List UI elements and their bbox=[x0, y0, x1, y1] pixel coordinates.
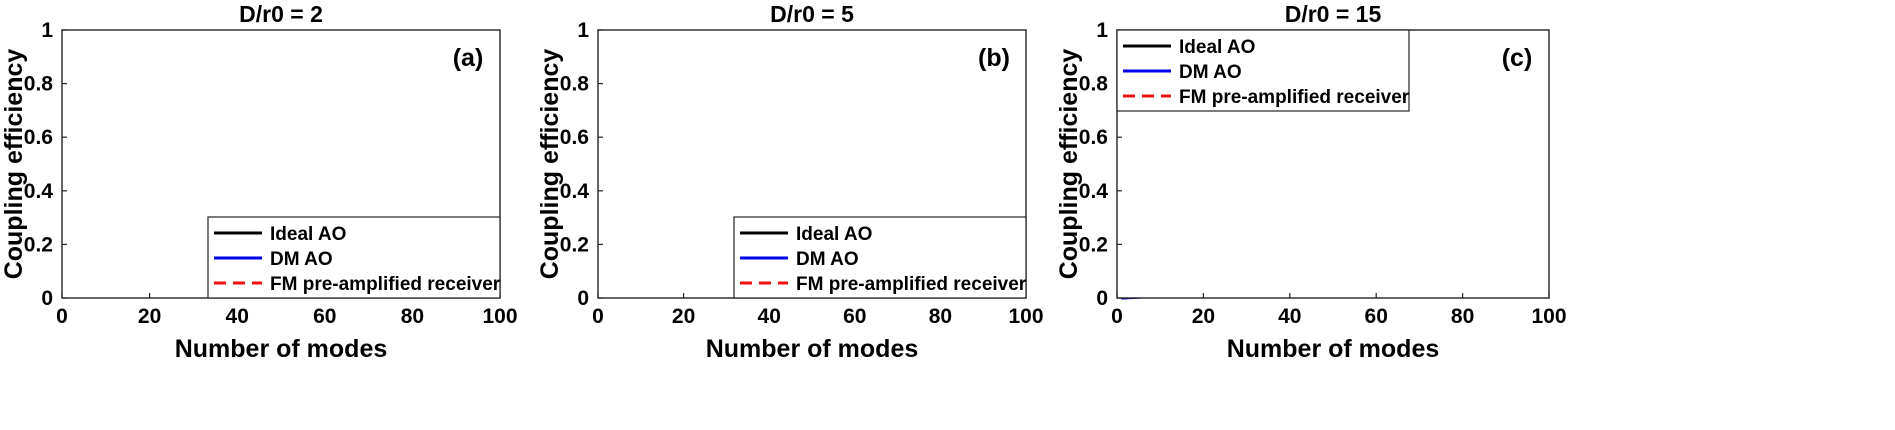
y-tick-label: 0 bbox=[577, 287, 589, 310]
y-axis-label: Coupling efficiency bbox=[0, 49, 28, 280]
x-tick-label: 40 bbox=[1278, 305, 1301, 328]
y-tick-label: 0 bbox=[1096, 287, 1108, 310]
y-tick-label: 0.6 bbox=[24, 126, 53, 149]
panel-tag: (c) bbox=[1502, 44, 1533, 72]
chart-panel-1: 0 20 40 60 80 100 0 0.2 0.4 0.6 0.8 1 D/r0 = 5 Number… bbox=[536, 1, 1044, 363]
x-tick-label: 80 bbox=[401, 305, 424, 328]
y-axis-label: Coupling efficiency bbox=[1055, 49, 1083, 280]
y-tick-label: 0.8 bbox=[1079, 73, 1109, 96]
legend-label: FM pre-amplified receiver bbox=[796, 274, 1027, 295]
x-axis-label: Number of modes bbox=[175, 335, 388, 363]
x-tick-label: 20 bbox=[138, 305, 161, 328]
x-tick-label: 100 bbox=[1008, 305, 1043, 328]
legend-label: Ideal AO bbox=[1179, 37, 1255, 58]
x-tick-label: 0 bbox=[592, 305, 604, 328]
x-tick-label: 0 bbox=[1111, 305, 1123, 328]
panel-tag: (a) bbox=[453, 44, 484, 72]
chart-title: D/r0 = 2 bbox=[239, 1, 323, 27]
panel-tag: (b) bbox=[978, 44, 1010, 72]
legend-label: FM pre-amplified receiver bbox=[270, 274, 501, 295]
chart-title: D/r0 = 5 bbox=[770, 1, 854, 27]
y-tick-label: 0.4 bbox=[560, 180, 590, 203]
y-axis-label: Coupling efficiency bbox=[536, 49, 564, 280]
y-tick-label: 0.4 bbox=[24, 180, 54, 203]
legend-label: DM AO bbox=[1179, 62, 1242, 83]
x-tick-label: 40 bbox=[226, 305, 249, 328]
x-axis-label: Number of modes bbox=[706, 335, 919, 363]
y-tick-label: 0.8 bbox=[560, 73, 590, 96]
chart-panel-2: 0 20 40 60 80 100 0 0.2 0.4 0.6 0.8 1 D/r0 = 15 Numbe… bbox=[1055, 1, 1567, 363]
legend: Ideal AO DM AO FM pre-amplified receiver bbox=[1116, 29, 1410, 112]
legend: Ideal AO DM AO FM pre-amplified receiver bbox=[733, 216, 1027, 299]
x-tick-label: 20 bbox=[1192, 305, 1215, 328]
y-tick-label: 0 bbox=[41, 287, 53, 310]
y-tick-label: 0.8 bbox=[24, 73, 54, 96]
legend: Ideal AO DM AO FM pre-amplified receiver bbox=[207, 216, 501, 299]
x-tick-label: 80 bbox=[929, 305, 952, 328]
y-tick-label: 1 bbox=[577, 19, 589, 42]
legend-label: DM AO bbox=[270, 249, 333, 270]
y-tick-label: 0.2 bbox=[560, 233, 589, 256]
x-tick-label: 100 bbox=[482, 305, 517, 328]
y-tick-label: 1 bbox=[41, 19, 53, 42]
y-tick-label: 0.2 bbox=[24, 233, 53, 256]
y-tick-label: 0.6 bbox=[1079, 126, 1108, 149]
legend-label: DM AO bbox=[796, 249, 859, 270]
x-tick-label: 60 bbox=[843, 305, 866, 328]
legend-label: FM pre-amplified receiver bbox=[1179, 87, 1410, 108]
x-tick-label: 60 bbox=[313, 305, 336, 328]
legend-label: Ideal AO bbox=[270, 224, 346, 245]
chart-panel-0: 0 20 40 60 80 100 0 0.2 0.4 0.6 0.8 1 D/r0 = 2 Number… bbox=[0, 1, 518, 363]
x-tick-label: 60 bbox=[1365, 305, 1388, 328]
x-tick-label: 80 bbox=[1451, 305, 1474, 328]
y-tick-label: 1 bbox=[1096, 19, 1108, 42]
y-tick-label: 0.2 bbox=[1079, 233, 1108, 256]
legend-label: Ideal AO bbox=[796, 224, 872, 245]
x-tick-label: 20 bbox=[672, 305, 695, 328]
chart-title: D/r0 = 15 bbox=[1285, 1, 1382, 27]
x-tick-label: 40 bbox=[758, 305, 781, 328]
x-tick-label: 100 bbox=[1531, 305, 1566, 328]
x-axis-label: Number of modes bbox=[1227, 335, 1440, 363]
y-tick-label: 0.6 bbox=[560, 126, 589, 149]
x-tick-label: 0 bbox=[56, 305, 68, 328]
y-tick-label: 0.4 bbox=[1079, 180, 1109, 203]
